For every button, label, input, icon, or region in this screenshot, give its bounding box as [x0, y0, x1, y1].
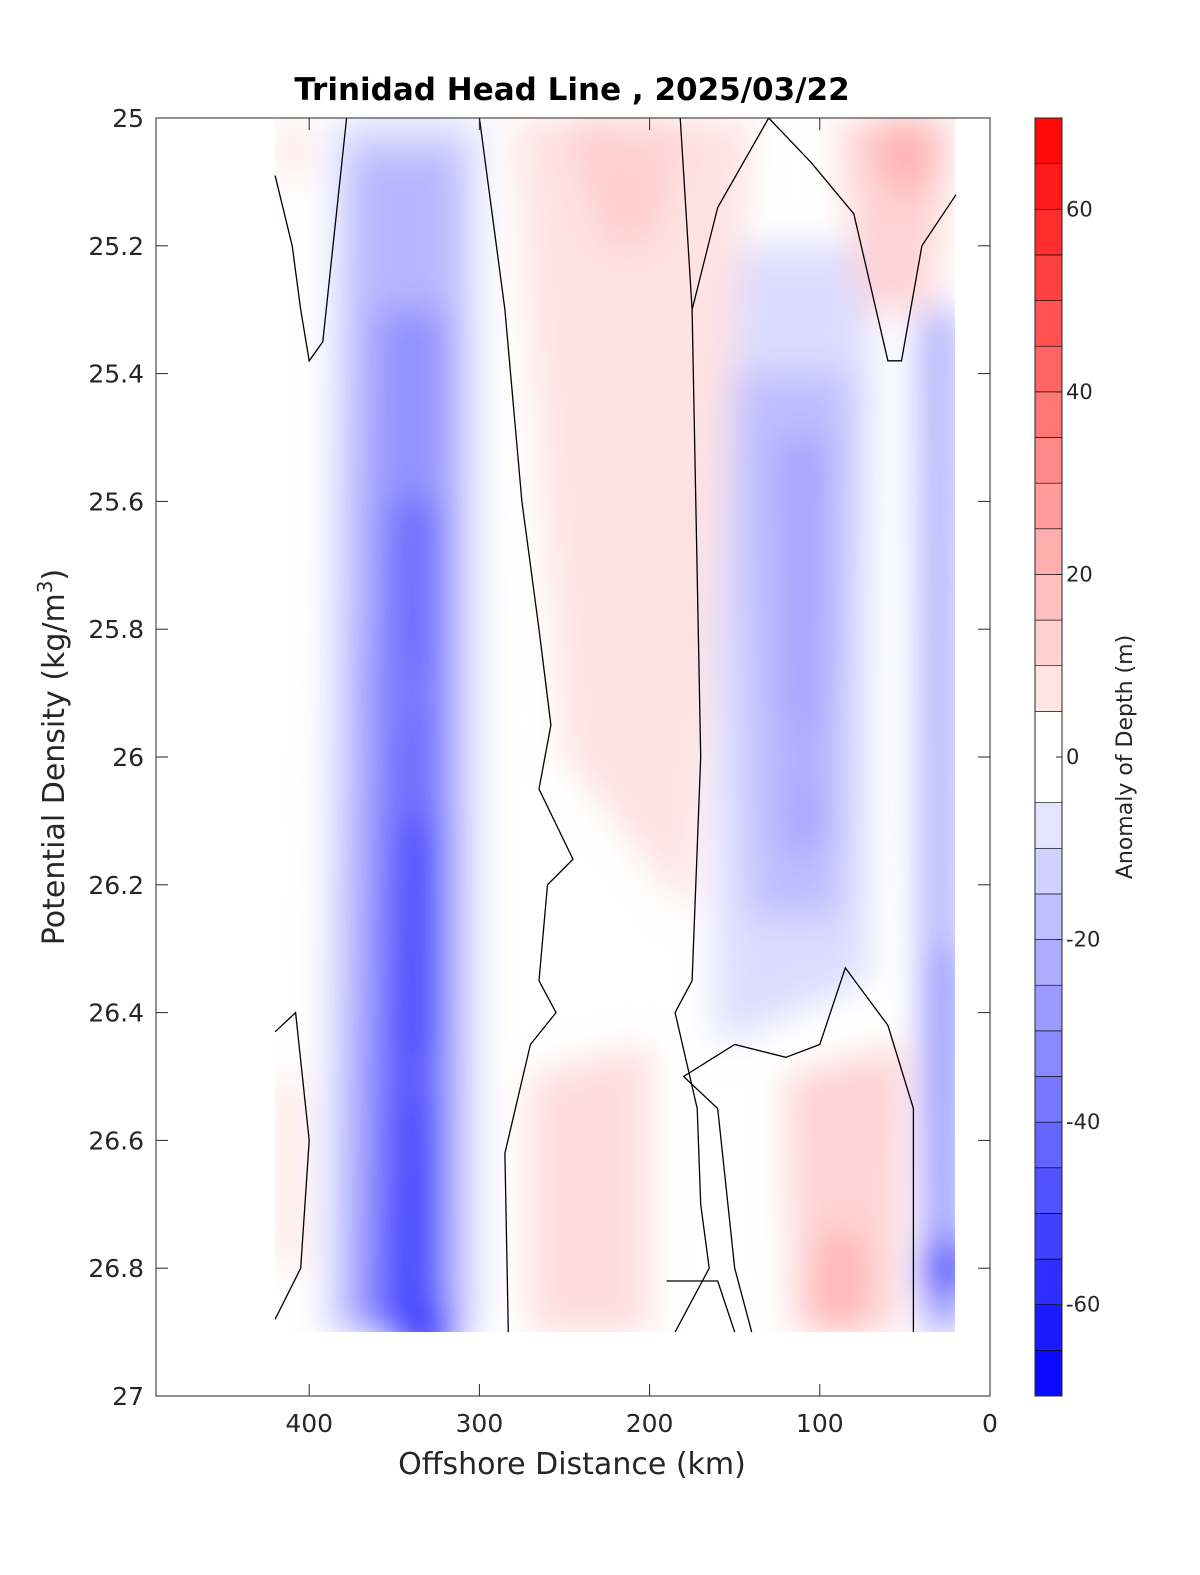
y-tick-label: 26.2 — [88, 871, 144, 900]
colorbar-swatch — [1034, 345, 1063, 393]
anomaly-band — [275, 118, 310, 182]
colorbar-swatch — [1034, 893, 1063, 940]
colorbar-tick-label: 0 — [1066, 745, 1079, 769]
colorbar-swatch — [1034, 619, 1063, 667]
anomaly-feature — [876, 121, 933, 178]
colorbar-swatch — [1034, 1030, 1063, 1077]
y-tick-label: 25.2 — [88, 232, 144, 261]
zero-contour-line — [691, 117, 770, 310]
anomaly-band — [777, 437, 829, 853]
y-tick-label: 26 — [112, 743, 144, 772]
colorbar: 60 40 20 0 -20 -40 -60 — [1034, 117, 1100, 1397]
x-tick-label: 200 — [626, 1409, 674, 1438]
colorbar-swatch — [1034, 1213, 1063, 1260]
anomaly-feature — [570, 1080, 627, 1137]
colorbar-swatch — [1034, 300, 1063, 347]
y-axis: 25 25.2 25.4 25.6 25.8 26 26.2 26.4 26.6 26.8 27 — [88, 104, 990, 1411]
anomaly-feature — [383, 1048, 440, 1105]
anomaly-feature — [919, 1240, 955, 1297]
colorbar-swatch — [1034, 117, 1063, 164]
colorbar-tick-label: 60 — [1066, 197, 1093, 221]
x-axis-label: Offshore Distance (km) — [398, 1447, 746, 1482]
x-tick-label: 0 — [982, 1409, 998, 1438]
colorbar-tick-label: -20 — [1066, 928, 1100, 952]
x-axis: 400 300 200 100 0 — [285, 118, 998, 1438]
y-axis-label-main: Potential Density (kg/m — [37, 593, 72, 945]
anomaly-feature — [366, 665, 423, 722]
zero-contour-line — [478, 117, 574, 1333]
colorbar-swatch — [1034, 1350, 1063, 1397]
colorbar-swatch — [1034, 482, 1063, 530]
colorbar-swatch — [1034, 163, 1063, 210]
zero-contour-line — [682, 966, 915, 1333]
y-tick-label: 25 — [112, 104, 144, 133]
anomaly-feature — [808, 1272, 865, 1329]
anomaly-field — [275, 118, 955, 1332]
colorbar-swatch — [1034, 1076, 1063, 1123]
y-tick-label: 27 — [112, 1382, 144, 1411]
chart-title: Trinidad Head Line , 2025/03/22 — [294, 72, 849, 108]
colorbar-label: Anomaly of Depth (m) — [1113, 635, 1138, 879]
zero-contour-line — [674, 117, 710, 1333]
colorbar-swatch — [1034, 528, 1063, 575]
colorbar-tick-label: 20 — [1066, 562, 1093, 586]
anomaly-band — [275, 1076, 301, 1269]
zero-contours — [274, 117, 957, 1333]
colorbar-swatch — [1034, 984, 1063, 1032]
colorbar-swatch — [1034, 802, 1063, 849]
colorbar-swatch — [1034, 391, 1063, 438]
colorbar-tick-label: -40 — [1066, 1110, 1100, 1134]
y-axis-label: Potential Density (kg/m3) — [33, 569, 72, 945]
y-tick-label: 26.8 — [88, 1254, 144, 1283]
colorbar-swatch — [1034, 254, 1063, 301]
y-tick-label: 25.8 — [88, 615, 144, 644]
colorbar-swatch — [1034, 665, 1063, 712]
colorbar-swatch — [1034, 1304, 1063, 1351]
colorbar-tick-label: -60 — [1066, 1293, 1100, 1317]
colorbar-swatch — [1034, 437, 1063, 484]
colorbar-tick-label: 40 — [1066, 380, 1093, 404]
zero-contour-line — [768, 117, 957, 362]
y-tick-label: 25.4 — [88, 360, 144, 389]
colorbar-swatch — [1034, 1167, 1063, 1214]
colorbar-swatch — [1034, 574, 1063, 621]
colorbar-swatch — [1034, 939, 1063, 986]
colorbar-swatch — [1034, 1258, 1063, 1306]
zero-contour-line — [274, 117, 348, 363]
y-tick-label: 25.6 — [88, 487, 144, 516]
y-tick-label: 26.4 — [88, 999, 144, 1028]
anomaly-feature — [774, 729, 831, 785]
y-axis-label-superscript: 3 — [33, 580, 57, 593]
anomaly-feature — [604, 121, 661, 178]
zero-contour-line — [666, 1280, 736, 1333]
x-tick-label: 100 — [796, 1409, 844, 1438]
colorbar-swatch — [1034, 1121, 1063, 1169]
anomaly-band — [785, 1044, 905, 1332]
anomaly-feature — [400, 1304, 457, 1332]
y-tick-label: 26.6 — [88, 1126, 144, 1155]
anomaly-band — [938, 948, 955, 1332]
zero-contour-line — [274, 1011, 310, 1320]
colorbar-swatch — [1034, 208, 1063, 256]
y-axis-label-close: ) — [37, 569, 72, 581]
x-tick-label: 300 — [456, 1409, 504, 1438]
colorbar-swatch — [1034, 847, 1063, 895]
x-tick-label: 400 — [285, 1409, 333, 1438]
